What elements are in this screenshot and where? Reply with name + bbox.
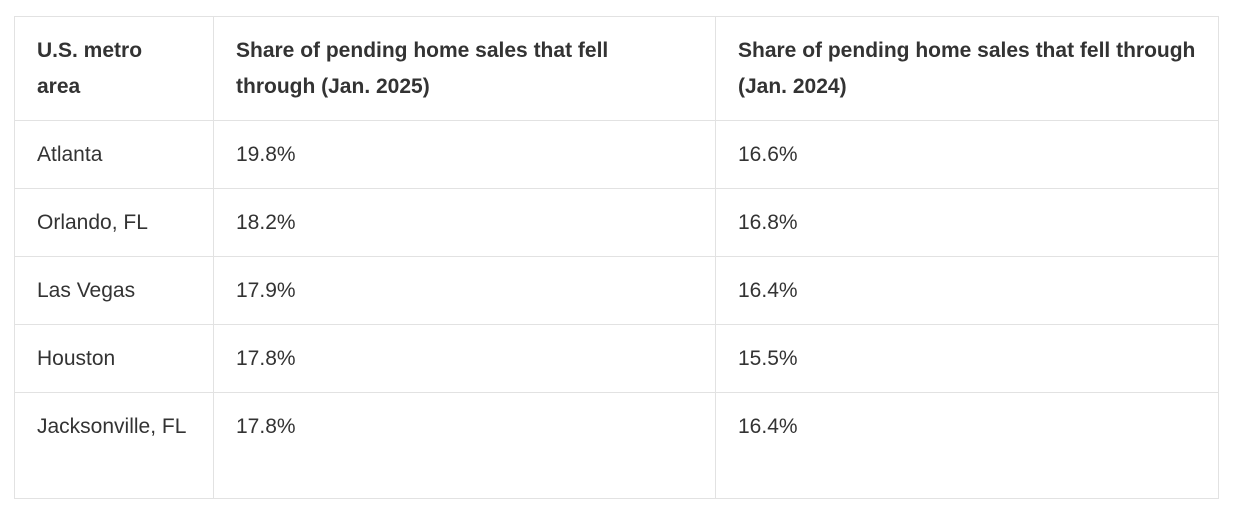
data-table-container: U.S. metro area Share of pending home sa…	[14, 16, 1219, 499]
table-row: Atlanta 19.8% 16.6%	[14, 120, 1219, 189]
cell-jan-2024: 16.8%	[715, 188, 1219, 257]
cell-jan-2024: 16.4%	[715, 256, 1219, 325]
table-header-row: U.S. metro area Share of pending home sa…	[14, 16, 1219, 121]
cell-jan-2025: 18.2%	[213, 188, 716, 257]
table-row: Orlando, FL 18.2% 16.8%	[14, 188, 1219, 257]
cell-jan-2025: 17.8%	[213, 392, 716, 499]
table-row: Jacksonville, FL 17.8% 16.4%	[14, 392, 1219, 499]
column-header-metro-area: U.S. metro area	[14, 16, 214, 121]
cell-metro-area: Atlanta	[14, 120, 214, 189]
cell-jan-2024: 15.5%	[715, 324, 1219, 393]
column-header-jan-2024: Share of pending home sales that fell th…	[715, 16, 1219, 121]
cell-jan-2025: 17.9%	[213, 256, 716, 325]
cell-metro-area: Houston	[14, 324, 214, 393]
column-header-jan-2025: Share of pending home sales that fell th…	[213, 16, 716, 121]
cell-jan-2025: 19.8%	[213, 120, 716, 189]
table-row: Houston 17.8% 15.5%	[14, 324, 1219, 393]
cell-metro-area: Orlando, FL	[14, 188, 214, 257]
pending-sales-table: U.S. metro area Share of pending home sa…	[14, 16, 1219, 499]
table-row: Las Vegas 17.9% 16.4%	[14, 256, 1219, 325]
cell-jan-2025: 17.8%	[213, 324, 716, 393]
cell-metro-area: Jacksonville, FL	[14, 392, 214, 499]
cell-jan-2024: 16.4%	[715, 392, 1219, 499]
cell-jan-2024: 16.6%	[715, 120, 1219, 189]
cell-metro-area: Las Vegas	[14, 256, 214, 325]
